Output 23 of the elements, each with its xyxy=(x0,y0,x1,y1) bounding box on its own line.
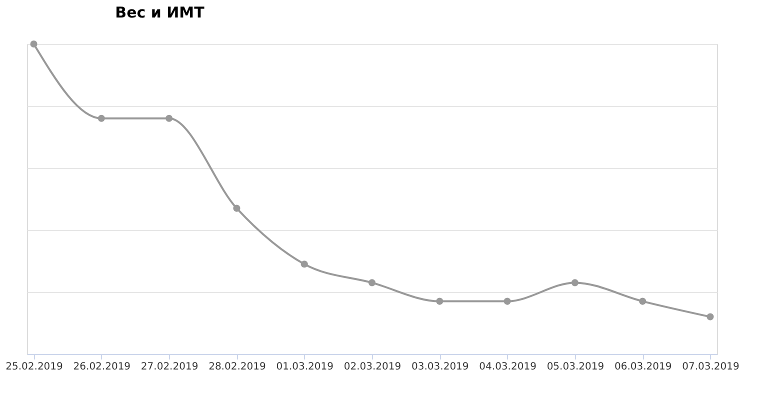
point xyxy=(571,279,578,286)
point xyxy=(639,298,646,305)
point xyxy=(368,279,376,286)
point xyxy=(300,260,308,268)
point xyxy=(233,204,240,212)
x-tick-label: 06.03.2019 xyxy=(614,362,672,372)
x-tick-label: 26.02.2019 xyxy=(73,362,131,372)
x-tick-label: 02.03.2019 xyxy=(344,362,402,372)
x-tick-label: 03.03.2019 xyxy=(412,362,469,372)
x-tick-label: 25.02.2019 xyxy=(6,362,63,372)
point xyxy=(436,298,444,305)
x-tick-label: 04.03.2019 xyxy=(479,362,536,372)
point xyxy=(504,298,511,305)
x-tick-label: 27.02.2019 xyxy=(140,362,198,372)
point xyxy=(706,313,714,320)
chart-title: Вес и ИМТ xyxy=(115,3,206,22)
x-tick-label: 05.03.2019 xyxy=(546,362,604,372)
point xyxy=(30,40,38,48)
point xyxy=(98,114,105,122)
x-tick-label: 28.02.2019 xyxy=(208,362,266,372)
x-tick-label: 01.03.2019 xyxy=(276,362,334,372)
x-tick-label: 07.03.2019 xyxy=(682,362,740,372)
point xyxy=(166,114,173,122)
